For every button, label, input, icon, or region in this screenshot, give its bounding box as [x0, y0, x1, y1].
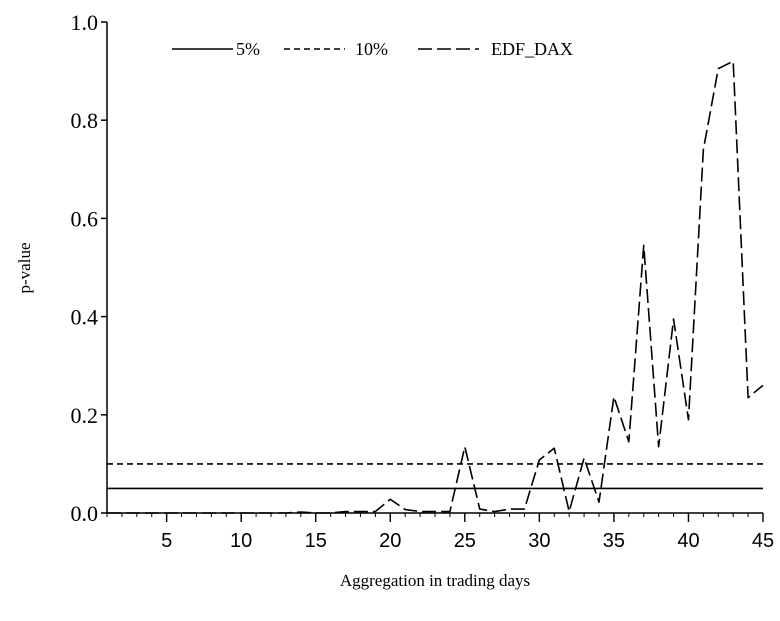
plot-area: 0.0 0.2 0.4 0.6 0.8 1.0 5 10 15 20 25 30 35 40 45: [71, 10, 775, 552]
y-tick-label: 0.8: [71, 108, 99, 133]
x-axis-title: Aggregation in trading days: [340, 571, 530, 590]
y-axis-title: p-value: [15, 243, 34, 294]
x-tick-label: 15: [305, 530, 327, 552]
legend: 5% 10% EDF_DAX: [172, 39, 573, 59]
y-axis-ticks: 0.0 0.2 0.4 0.6 0.8 1.0: [71, 10, 107, 526]
x-tick-label: 20: [379, 530, 401, 552]
x-tick-label: 35: [603, 530, 625, 552]
y-tick-label: 0.4: [71, 305, 99, 330]
x-tick-label: 45: [752, 530, 774, 552]
legend-label-10pct: 10%: [355, 39, 388, 59]
series-lines: [107, 60, 764, 514]
series-line-edf-dax: [107, 60, 764, 514]
legend-label-edf-dax: EDF_DAX: [491, 39, 573, 59]
legend-label-5pct: 5%: [236, 39, 260, 59]
x-tick-label: 5: [161, 530, 172, 552]
x-tick-label: 25: [454, 530, 476, 552]
y-tick-label: 0.2: [71, 403, 99, 428]
x-axis-ticks: 5 10 15 20 25 30 35 40 45: [106, 513, 774, 552]
x-tick-label: 10: [230, 530, 252, 552]
y-tick-label: 1.0: [71, 10, 99, 35]
x-tick-label: 30: [528, 530, 550, 552]
y-tick-label: 0.6: [71, 206, 99, 231]
x-tick-label: 40: [677, 530, 699, 552]
y-tick-label: 0.0: [71, 501, 99, 526]
